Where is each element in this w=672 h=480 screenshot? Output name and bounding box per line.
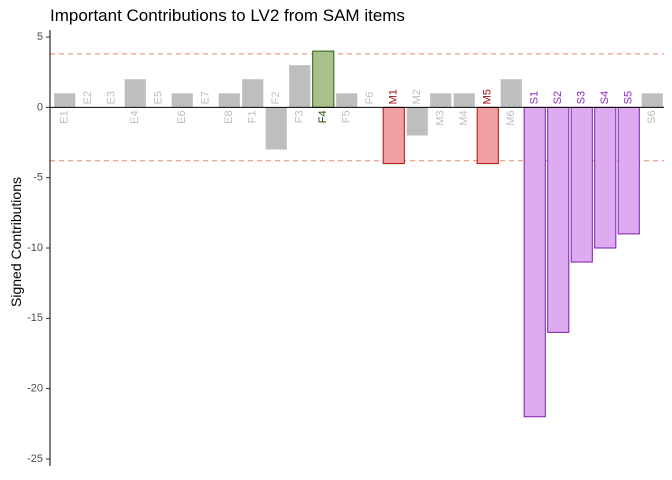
bar-label-S5: S5 xyxy=(623,91,635,104)
bar-S4 xyxy=(594,106,617,249)
bar-M4 xyxy=(453,93,475,108)
bar-S2 xyxy=(547,106,570,333)
bar-F2 xyxy=(265,107,287,150)
bar-E4 xyxy=(124,79,146,108)
bar-label-F4: F4 xyxy=(317,110,329,123)
bar-label-S1: S1 xyxy=(529,91,541,104)
bar-M1 xyxy=(382,106,405,165)
bar-label-F5: F5 xyxy=(341,110,353,123)
bar-M6 xyxy=(500,79,522,108)
bar-label-F6: F6 xyxy=(364,92,376,105)
bar-label-F1: F1 xyxy=(247,110,259,123)
bar-label-E1: E1 xyxy=(59,110,71,123)
bar-label-S4: S4 xyxy=(599,91,611,104)
y-tick-label--15: -15 xyxy=(27,312,43,324)
bar-label-M1: M1 xyxy=(388,89,400,104)
bar-E1 xyxy=(54,93,76,108)
y-tick-label-5: 5 xyxy=(37,31,43,43)
bar-label-M5: M5 xyxy=(482,89,494,104)
bar-label-E4: E4 xyxy=(129,110,141,123)
bar-E8 xyxy=(218,93,240,108)
y-tick-label--25: -25 xyxy=(27,453,43,465)
bar-label-E8: E8 xyxy=(223,110,235,123)
bar-label-M3: M3 xyxy=(435,110,447,125)
chart-title: Important Contributions to LV2 from SAM … xyxy=(50,6,405,25)
bar-label-S3: S3 xyxy=(576,91,588,104)
bar-S3 xyxy=(570,106,593,263)
bar-label-M4: M4 xyxy=(458,110,470,125)
bar-M5 xyxy=(476,106,499,165)
bar-label-E2: E2 xyxy=(82,91,94,104)
bar-label-M2: M2 xyxy=(411,89,423,104)
bar-label-S2: S2 xyxy=(552,91,564,104)
bar-label-F3: F3 xyxy=(294,110,306,123)
y-tick-label--20: -20 xyxy=(27,383,43,395)
bar-label-M6: M6 xyxy=(505,110,517,125)
y-tick-label--5: -5 xyxy=(33,172,43,184)
bar-F5 xyxy=(336,93,358,108)
bar-F4 xyxy=(312,50,335,108)
bar-M3 xyxy=(430,93,452,108)
bar-label-F2: F2 xyxy=(270,92,282,105)
bar-label-E3: E3 xyxy=(106,91,118,104)
bar-E6 xyxy=(171,93,193,108)
y-tick-label-0: 0 xyxy=(37,101,43,113)
bar-label-E6: E6 xyxy=(176,110,188,123)
y-tick-label--10: -10 xyxy=(27,242,43,254)
bar-S6 xyxy=(641,93,663,108)
bar-M2 xyxy=(406,107,428,136)
bar-label-E5: E5 xyxy=(153,91,165,104)
bar-F1 xyxy=(242,79,264,108)
bar-label-S6: S6 xyxy=(646,110,658,123)
bar-S1 xyxy=(523,106,546,418)
bar-F3 xyxy=(289,65,311,108)
bar-label-E7: E7 xyxy=(200,91,212,104)
bar-S5 xyxy=(617,106,640,235)
